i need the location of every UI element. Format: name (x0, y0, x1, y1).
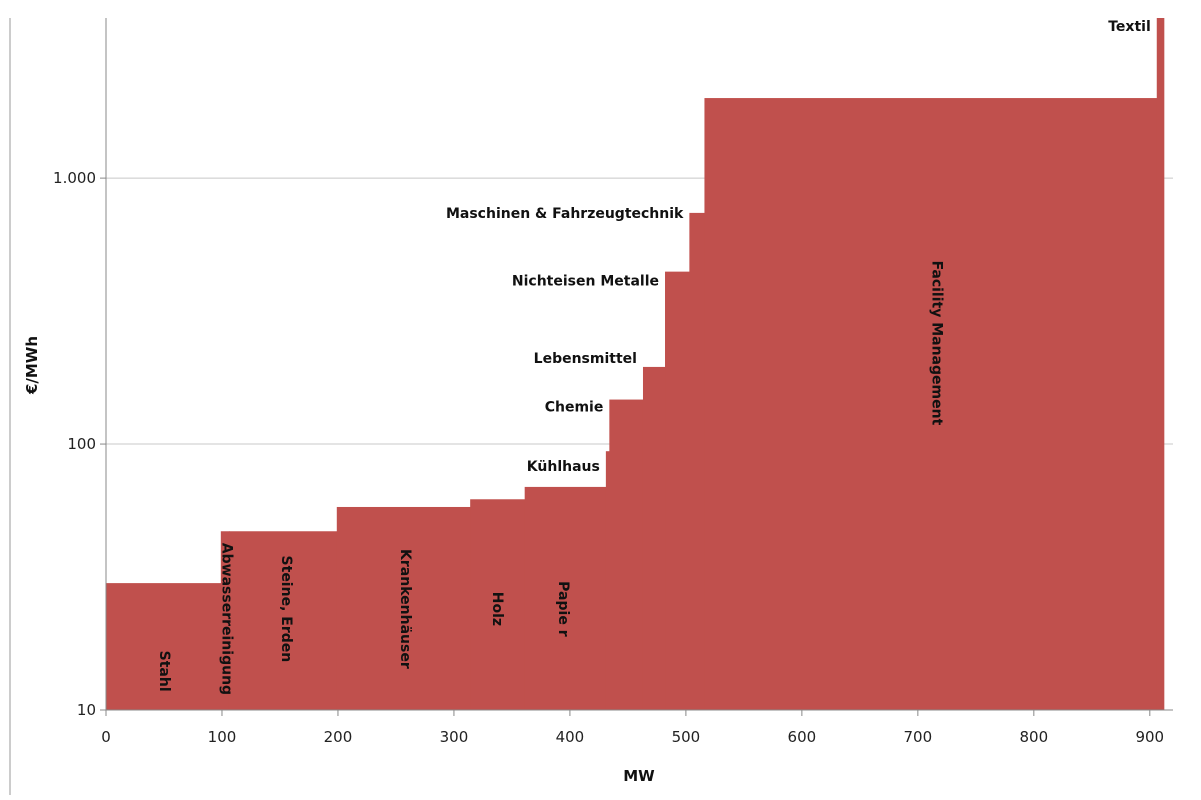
segment-label: Nichteisen Metalle (512, 274, 659, 290)
segment-label: Kühlhaus (527, 459, 600, 475)
x-tick-label: 800 (1020, 728, 1049, 746)
data-block (689, 212, 706, 710)
x-tick-label: 0 (101, 728, 111, 746)
segment-label: Holz (489, 592, 505, 626)
x-tick-label: 700 (904, 728, 933, 746)
y-axis-title: €/MWh (23, 336, 41, 395)
x-tick-label: 200 (324, 728, 353, 746)
data-block (1156, 18, 1165, 710)
segment-labels: Stahl Abwasserreinigung Steine, Erden Krank… (156, 19, 1151, 695)
data-block (605, 451, 610, 710)
segment-label: Stahl (156, 651, 172, 692)
data-block (609, 399, 644, 710)
x-tick-label: 100 (208, 728, 237, 746)
data-block (228, 531, 338, 710)
data-block (524, 486, 607, 710)
segment-label: Steine, Erden (278, 556, 294, 663)
data-block (220, 531, 230, 710)
x-tick-label: 300 (440, 728, 469, 746)
segment-label: Krankenhäuser (397, 549, 413, 669)
data-blocks (106, 18, 1165, 710)
data-block (642, 366, 666, 710)
data-block (106, 583, 222, 710)
x-tick-label: 600 (788, 728, 817, 746)
y-tick-label: 100 (67, 435, 96, 453)
data-block (704, 98, 1158, 710)
segment-label: Facility Management (928, 261, 944, 426)
segment-label: Chemie (545, 400, 604, 416)
y-tick-label: 10 (77, 701, 96, 719)
data-block (665, 271, 690, 710)
x-axis-title: MW (623, 767, 655, 785)
axes: 10 100 1.000 0 100 200 300 400 500 600 700 800 900 (53, 18, 1173, 746)
y-tick-label: 1.000 (53, 169, 96, 187)
segment-label: Abwasserreinigung (219, 543, 235, 695)
x-tick-label: 400 (556, 728, 585, 746)
data-block (336, 506, 471, 710)
x-tick-label: 900 (1135, 728, 1164, 746)
data-block (470, 499, 526, 710)
segment-label: Lebensmittel (534, 351, 637, 367)
x-tick-label: 500 (672, 728, 701, 746)
segment-label: Maschinen & Fahrzeugtechnik (446, 206, 684, 222)
segment-label: Papie r (555, 581, 571, 637)
segment-label: Textil (1108, 19, 1151, 35)
